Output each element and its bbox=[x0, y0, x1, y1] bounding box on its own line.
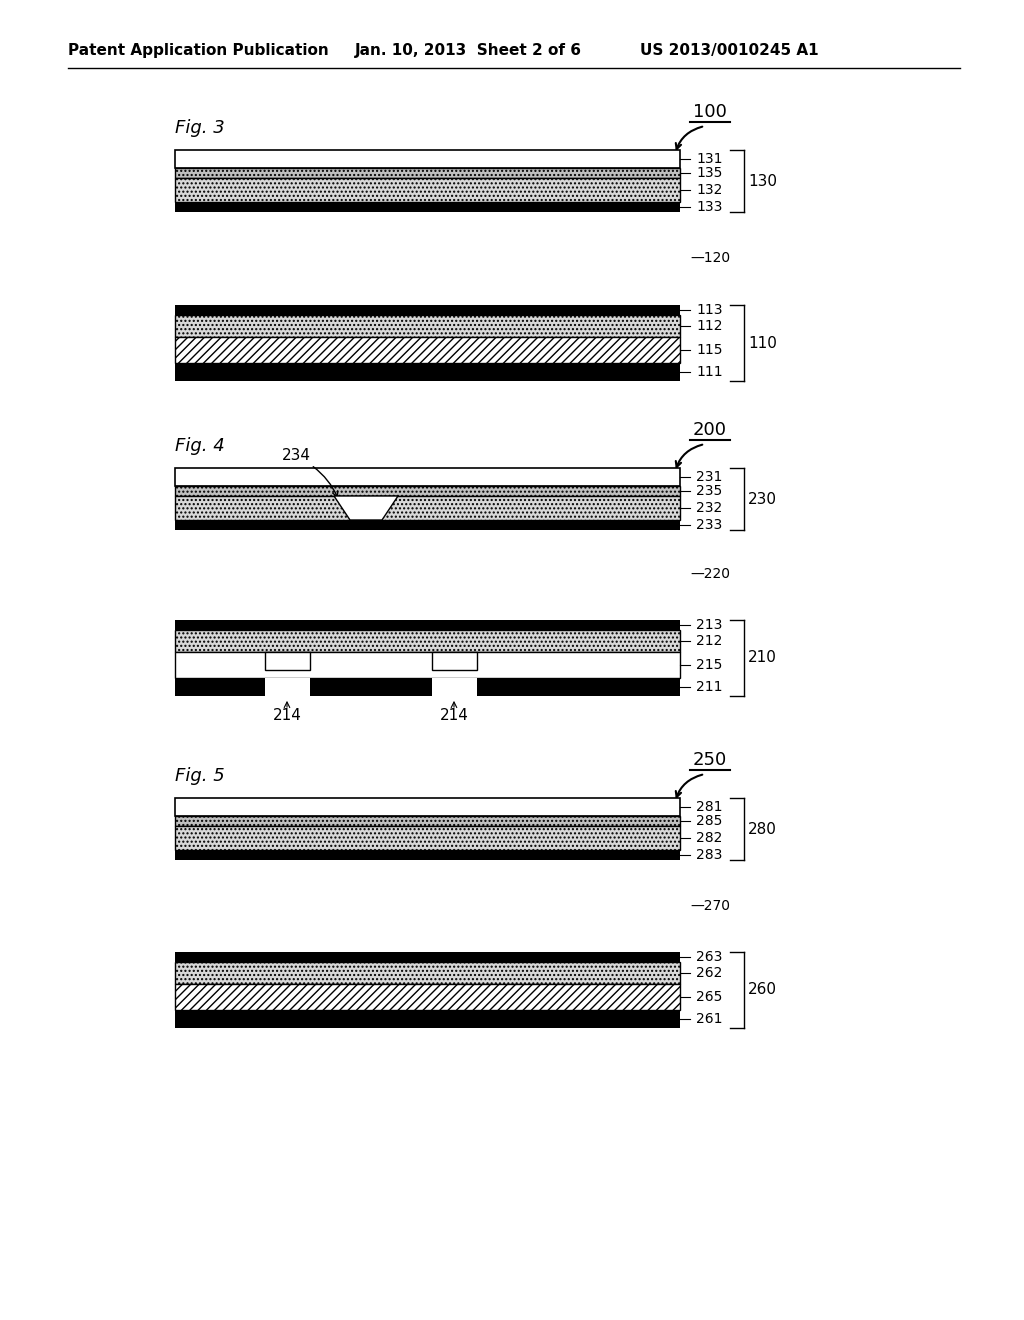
Bar bbox=[175, 168, 680, 178]
Text: 232: 232 bbox=[696, 502, 722, 515]
Bar bbox=[432, 678, 477, 696]
Bar bbox=[175, 520, 680, 531]
Text: —220: —220 bbox=[690, 568, 730, 581]
Text: 132: 132 bbox=[696, 183, 722, 197]
Text: 262: 262 bbox=[696, 966, 722, 979]
Bar bbox=[175, 202, 680, 213]
Text: 261: 261 bbox=[696, 1012, 723, 1026]
Text: Fig. 4: Fig. 4 bbox=[175, 437, 224, 455]
Bar bbox=[175, 1010, 680, 1028]
Bar bbox=[175, 630, 680, 652]
Bar bbox=[175, 486, 680, 496]
Text: 282: 282 bbox=[696, 832, 722, 845]
Text: 283: 283 bbox=[696, 847, 722, 862]
Text: 260: 260 bbox=[748, 982, 777, 998]
Text: 100: 100 bbox=[693, 103, 727, 121]
Text: 200: 200 bbox=[693, 421, 727, 440]
Text: 285: 285 bbox=[696, 814, 722, 828]
Bar bbox=[175, 816, 680, 826]
Bar bbox=[175, 652, 265, 678]
Text: 280: 280 bbox=[748, 821, 777, 837]
Bar bbox=[175, 305, 680, 315]
Text: 131: 131 bbox=[696, 152, 723, 166]
Bar bbox=[310, 652, 432, 678]
Bar bbox=[175, 826, 680, 850]
Text: 215: 215 bbox=[696, 657, 722, 672]
Bar bbox=[175, 469, 680, 486]
Bar bbox=[265, 652, 310, 671]
Text: 135: 135 bbox=[696, 166, 722, 180]
Text: 210: 210 bbox=[748, 651, 777, 665]
Text: 133: 133 bbox=[696, 201, 722, 214]
Text: 235: 235 bbox=[696, 484, 722, 498]
Text: 112: 112 bbox=[696, 319, 723, 333]
Bar bbox=[175, 678, 680, 696]
Text: US 2013/0010245 A1: US 2013/0010245 A1 bbox=[640, 42, 818, 58]
Bar bbox=[175, 850, 680, 861]
Text: 212: 212 bbox=[696, 634, 722, 648]
Polygon shape bbox=[334, 496, 398, 520]
Text: 113: 113 bbox=[696, 304, 723, 317]
Bar bbox=[175, 150, 680, 168]
Text: Patent Application Publication: Patent Application Publication bbox=[68, 42, 329, 58]
Text: 115: 115 bbox=[696, 343, 723, 356]
Bar bbox=[175, 363, 680, 381]
Text: 231: 231 bbox=[696, 470, 722, 484]
Bar bbox=[175, 178, 680, 202]
Bar bbox=[175, 952, 680, 962]
Bar bbox=[175, 983, 680, 1010]
Bar bbox=[175, 652, 680, 678]
Bar bbox=[175, 496, 680, 520]
Bar bbox=[175, 620, 680, 630]
Text: 234: 234 bbox=[282, 447, 310, 462]
Bar bbox=[477, 652, 680, 678]
Bar bbox=[175, 315, 680, 337]
Text: 281: 281 bbox=[696, 800, 723, 814]
Text: Fig. 5: Fig. 5 bbox=[175, 767, 224, 785]
Text: 233: 233 bbox=[696, 517, 722, 532]
Text: 214: 214 bbox=[439, 708, 468, 722]
Text: 111: 111 bbox=[696, 366, 723, 379]
Text: 211: 211 bbox=[696, 680, 723, 694]
Text: 214: 214 bbox=[272, 708, 301, 722]
Text: 110: 110 bbox=[748, 335, 777, 351]
Text: 263: 263 bbox=[696, 950, 722, 964]
Text: Fig. 3: Fig. 3 bbox=[175, 119, 224, 137]
Text: 213: 213 bbox=[696, 618, 722, 632]
Text: —270: —270 bbox=[690, 899, 730, 913]
Text: 265: 265 bbox=[696, 990, 722, 1005]
Text: 130: 130 bbox=[748, 173, 777, 189]
Text: —120: —120 bbox=[690, 251, 730, 265]
Bar bbox=[432, 652, 477, 671]
Text: 250: 250 bbox=[693, 751, 727, 770]
Bar bbox=[175, 962, 680, 983]
Bar bbox=[175, 337, 680, 363]
Polygon shape bbox=[335, 498, 397, 519]
Text: Jan. 10, 2013  Sheet 2 of 6: Jan. 10, 2013 Sheet 2 of 6 bbox=[355, 42, 582, 58]
Bar bbox=[265, 678, 310, 696]
Bar bbox=[175, 799, 680, 816]
Text: 230: 230 bbox=[748, 491, 777, 507]
